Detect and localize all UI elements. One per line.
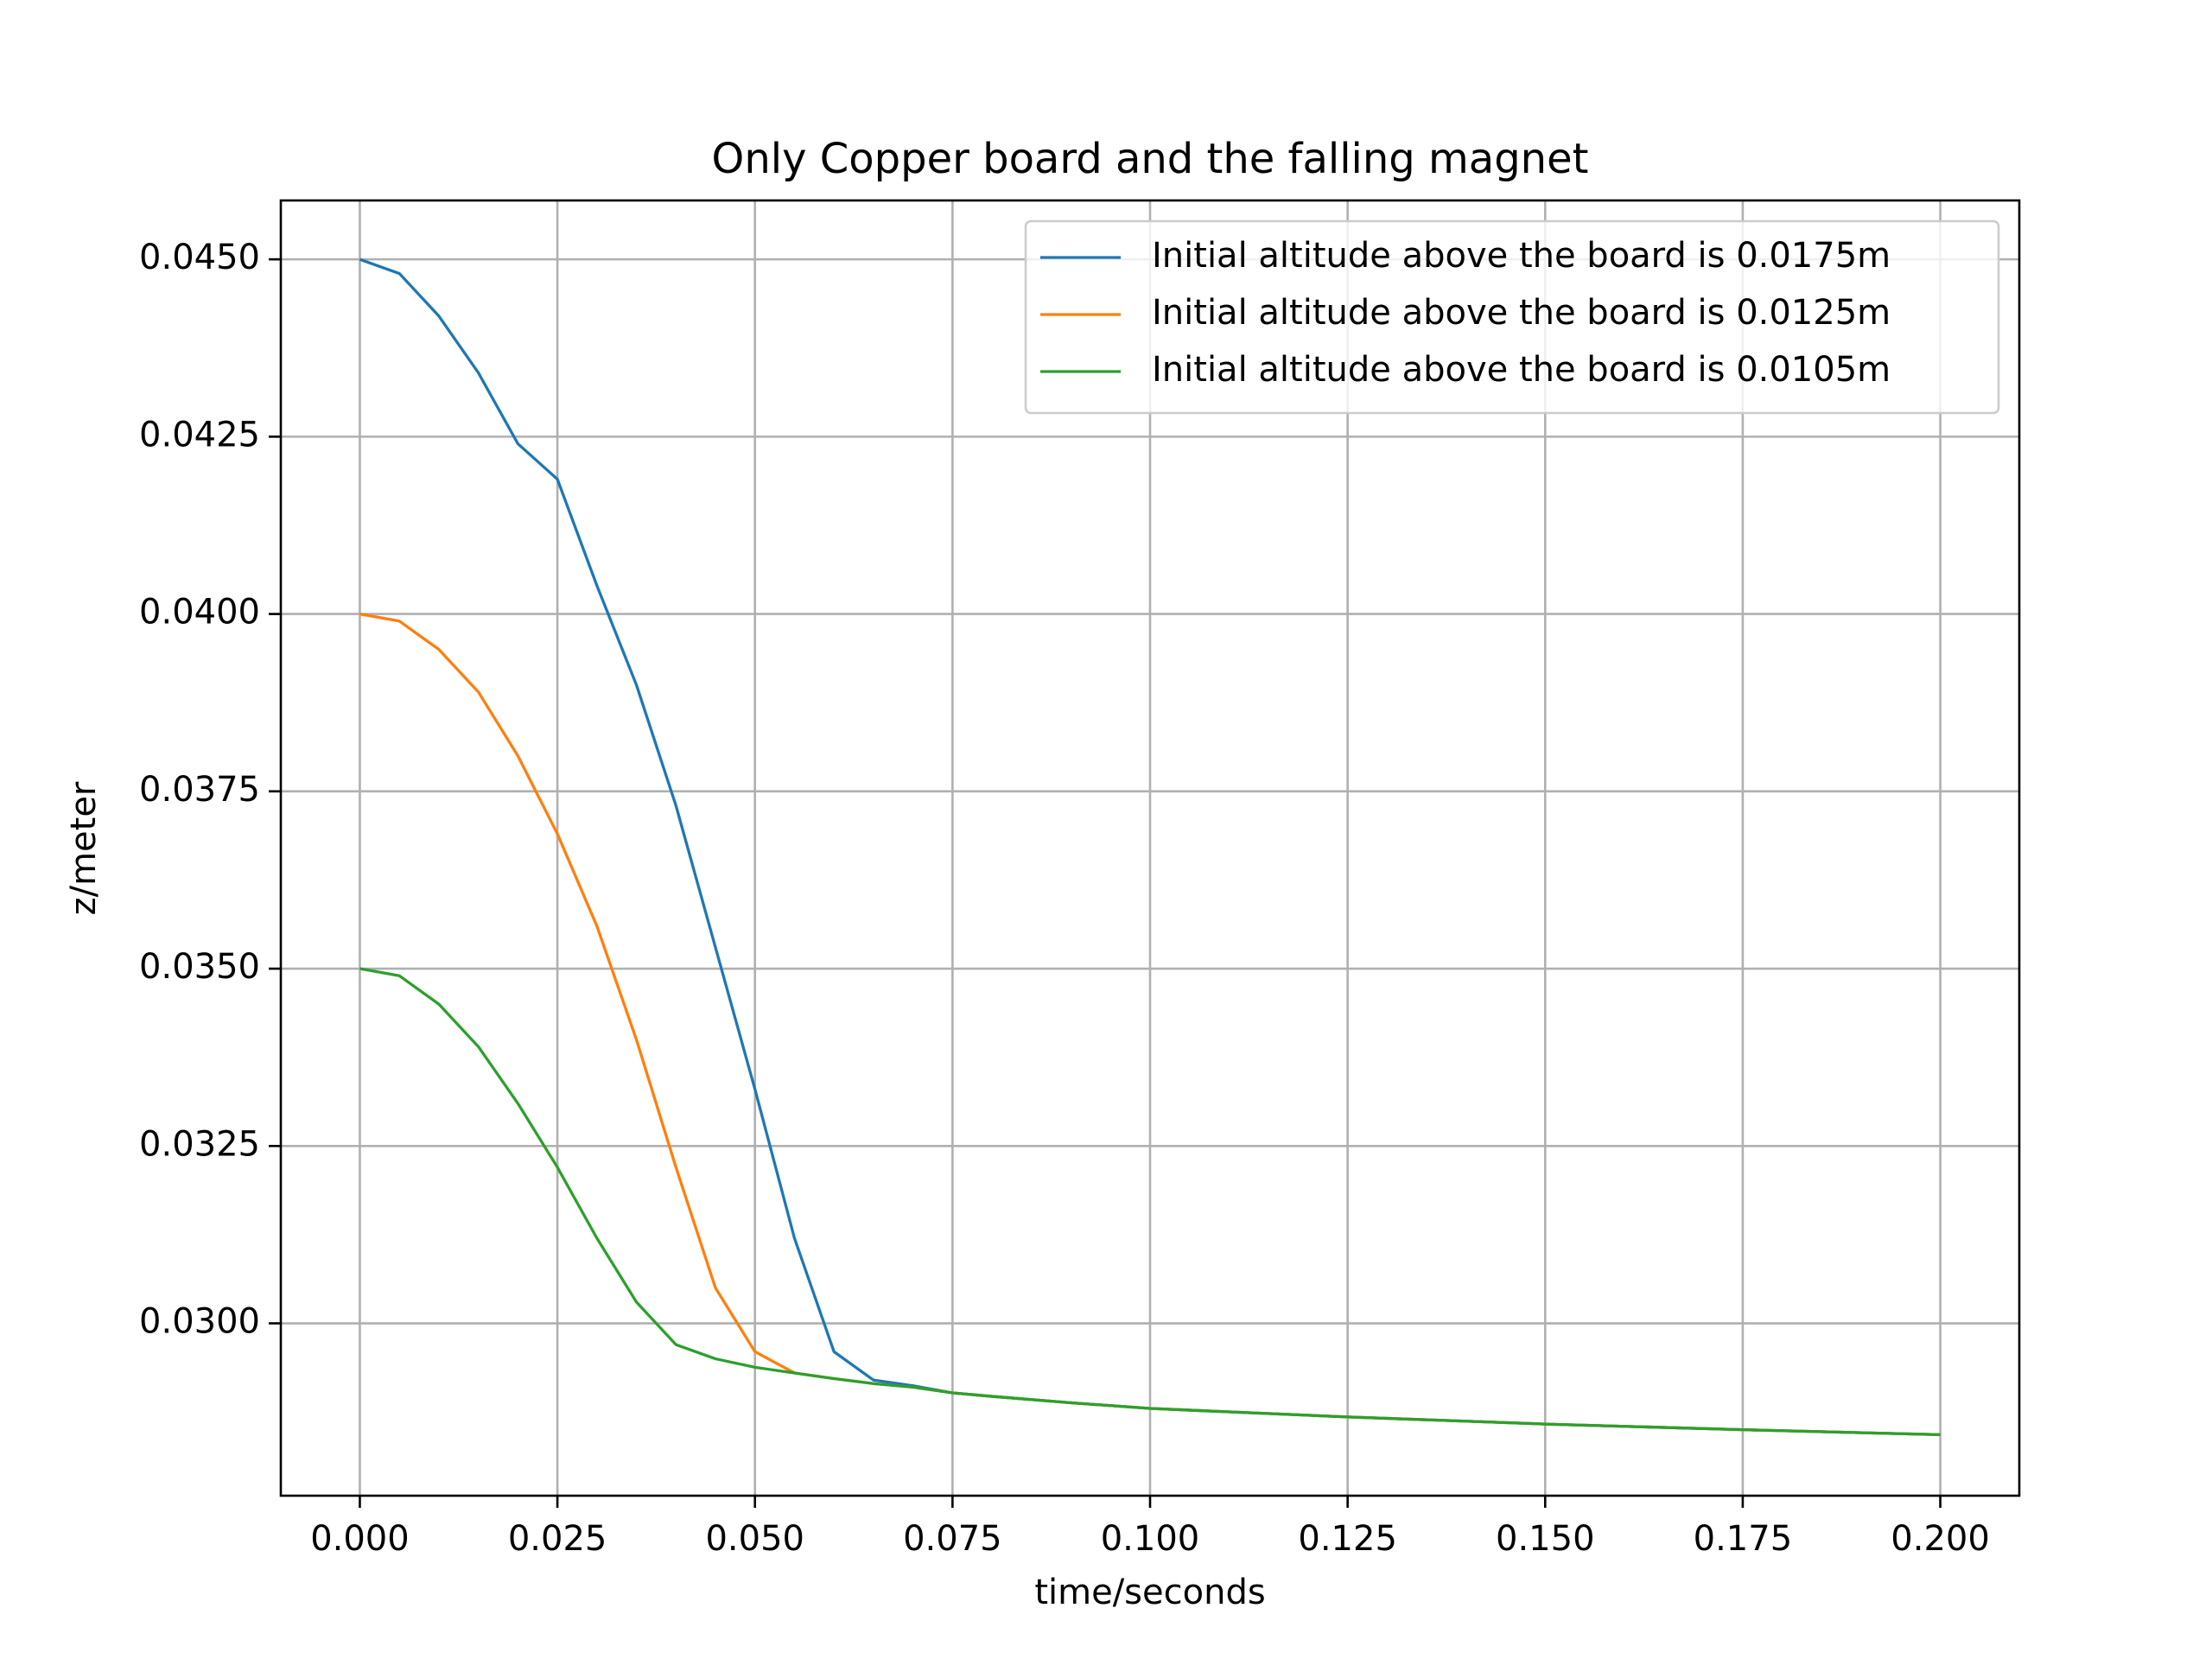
x-tick-label: 0.050: [705, 1519, 804, 1559]
y-tick-label: 0.0325: [139, 1124, 260, 1164]
y-tick-label: 0.0425: [139, 415, 260, 454]
x-tick-label: 0.175: [1694, 1519, 1793, 1559]
x-tick-label: 0.125: [1298, 1519, 1397, 1559]
plot-frame: [279, 199, 2021, 1497]
y-tick-label: 0.0450: [139, 238, 260, 277]
legend-box: [1024, 219, 2000, 415]
line-series: [359, 967, 1941, 1437]
x-tick-label: 0.075: [903, 1519, 1002, 1559]
x-tick-label: 0.000: [310, 1519, 410, 1559]
x-axis-label: time/seconds: [1034, 1573, 1265, 1612]
y-tick-label: 0.0375: [139, 770, 260, 810]
y-tick-label: 0.0350: [139, 947, 260, 987]
legend-label: Initial altitude above the board is 0.01…: [1152, 236, 1891, 276]
x-tick-label: 0.025: [508, 1519, 607, 1559]
legend-label: Initial altitude above the board is 0.01…: [1152, 293, 1891, 333]
y-axis-label: z/meter: [64, 781, 104, 915]
chart-title: Only Copper board and the falling magnet: [712, 135, 1589, 183]
y-tick-label: 0.0300: [139, 1302, 260, 1342]
x-tick-label: 0.200: [1891, 1519, 1990, 1559]
y-tick-label: 0.0400: [139, 593, 260, 632]
legend-label: Initial altitude above the board is 0.01…: [1152, 350, 1891, 390]
x-tick-label: 0.100: [1101, 1519, 1200, 1559]
x-tick-label: 0.150: [1496, 1519, 1595, 1559]
